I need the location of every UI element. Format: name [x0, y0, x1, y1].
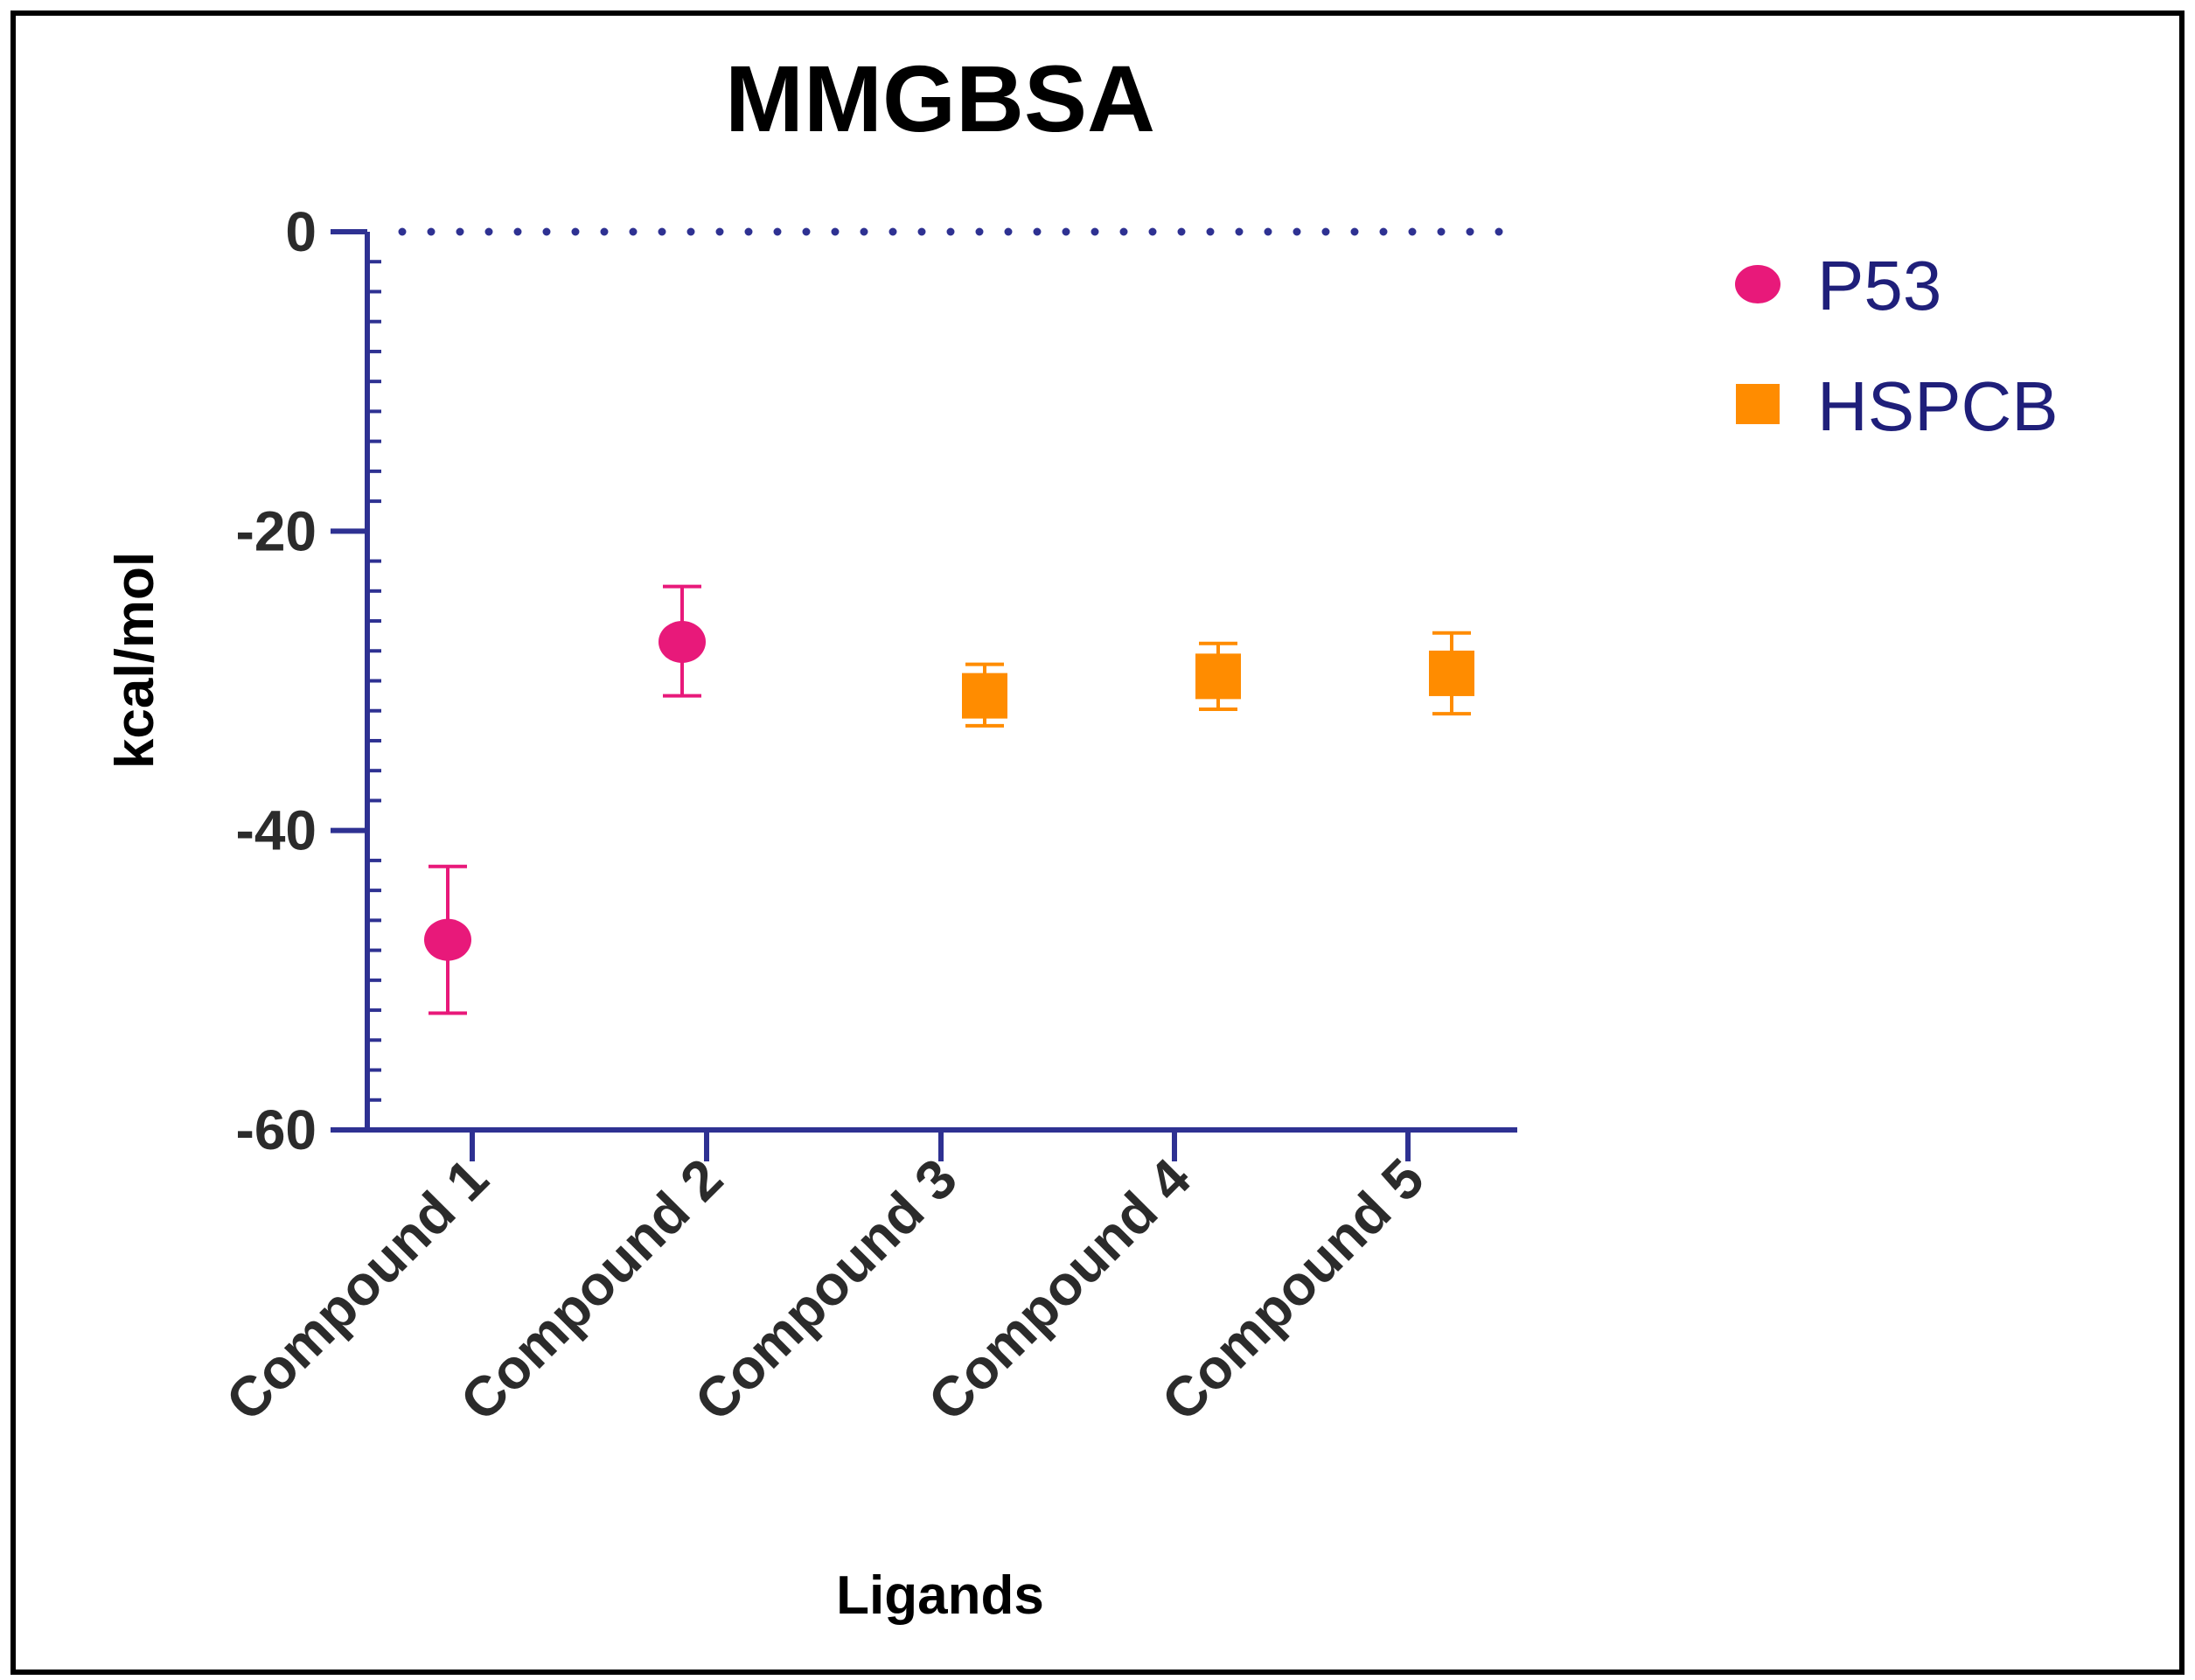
p53-point	[658, 584, 706, 698]
data-marker-circle	[658, 620, 706, 663]
y-axis-ticks: 0 -20 -40 -60	[236, 200, 381, 1161]
legend-label: P53	[1817, 247, 1941, 324]
data-marks	[424, 584, 1474, 1015]
y-tick-label: 0	[285, 200, 317, 263]
legend-marker-p53	[1735, 265, 1780, 303]
data-marker-square	[1429, 650, 1474, 696]
axes	[365, 227, 1522, 1133]
hspcb-point	[962, 662, 1007, 728]
legend: P53 HSPCB	[1735, 247, 2059, 445]
y-tick-label: -60	[236, 1098, 317, 1161]
y-tick-label: -40	[236, 799, 317, 862]
legend-marker-hspcb	[1736, 384, 1780, 424]
legend-label: HSPCB	[1817, 367, 2059, 445]
hspcb-point	[1195, 641, 1241, 712]
y-tick-label: -20	[236, 499, 317, 562]
data-marker-square	[1195, 653, 1241, 700]
figure-frame	[10, 10, 2185, 1675]
data-marker-circle	[424, 918, 471, 961]
x-axis-title: Ligands	[836, 1565, 1044, 1626]
p53-point	[424, 864, 471, 1015]
data-marker-square	[962, 673, 1007, 719]
chart-title: MMGBSA	[725, 45, 1155, 151]
hspcb-point	[1429, 631, 1474, 716]
y-axis-title: kcal/mol	[105, 552, 165, 769]
